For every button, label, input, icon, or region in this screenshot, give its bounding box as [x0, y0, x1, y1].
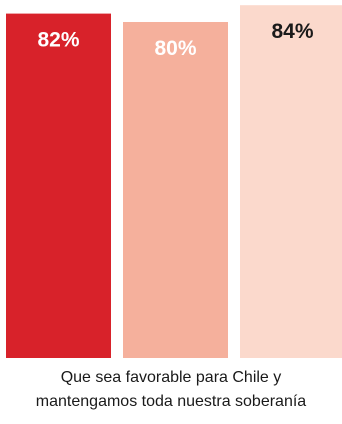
bar-1 — [6, 13, 111, 358]
bar-value-label-3: 84% — [271, 20, 313, 43]
chart-plot-area: 82% 80% 84% — [6, 5, 342, 358]
chart-caption: Que sea favorable para Chile y mantengam… — [0, 366, 342, 414]
caption-line-1: Que sea favorable para Chile y — [60, 369, 282, 386]
bar-value-label-1: 82% — [37, 29, 79, 52]
bar-2 — [123, 22, 228, 358]
bar-3 — [240, 5, 342, 358]
caption-line-2: mantengamos toda nuestra soberanía — [35, 393, 307, 410]
bar-value-label-2: 80% — [154, 37, 196, 60]
